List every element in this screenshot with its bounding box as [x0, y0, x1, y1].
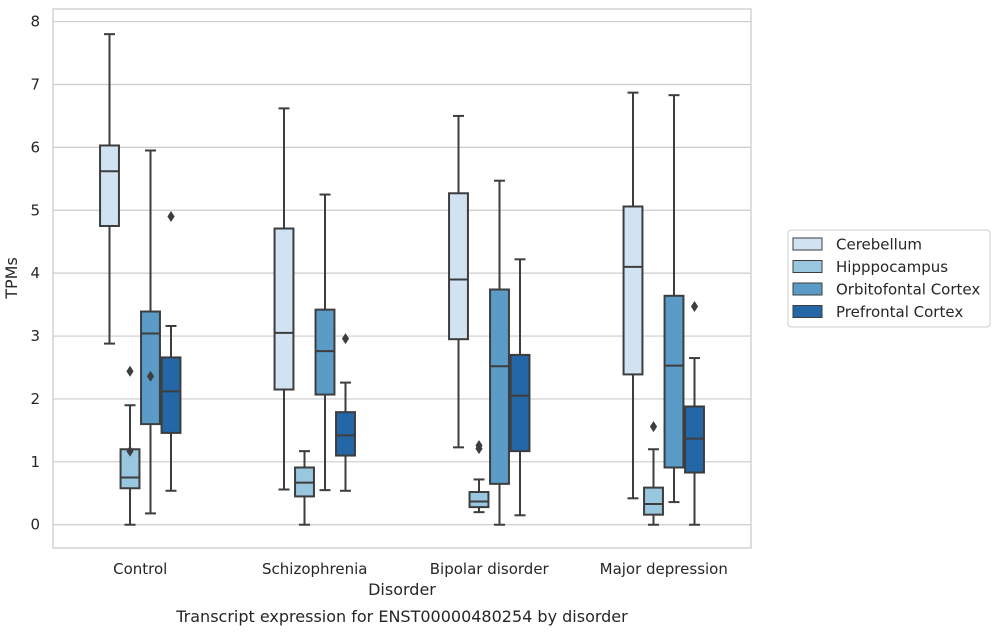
grid-lines — [53, 20, 751, 526]
y-tick-label: 3 — [30, 327, 40, 345]
x-axis-title: Disorder — [368, 580, 436, 599]
y-tick-label: 0 — [30, 516, 40, 534]
outlier-point — [341, 333, 350, 345]
y-tick-label: 8 — [30, 13, 40, 31]
y-tick-label: 5 — [30, 201, 40, 219]
x-axis-ticks: Control Schizophrenia Bipolar disorder Majo… — [113, 560, 728, 578]
y-tick-label: 6 — [30, 138, 40, 156]
legend-swatch — [792, 260, 823, 273]
x-tick-label: Major depression — [600, 560, 728, 578]
legend-swatch — [792, 282, 823, 296]
legend-swatch — [792, 237, 823, 251]
chart-caption: Transcript expression for ENST0000048025… — [175, 607, 628, 626]
box-3-0 — [160, 211, 182, 492]
outlier-point — [167, 211, 175, 223]
y-tick-label: 4 — [30, 264, 40, 282]
y-axis-title: TPMs — [2, 257, 21, 300]
box-iqr — [622, 205, 644, 376]
box-1-1 — [294, 450, 315, 526]
legend-frame — [787, 229, 991, 328]
box-iqr — [489, 288, 510, 485]
x-tick-label: Control — [113, 560, 167, 578]
box-3-2 — [509, 258, 531, 517]
legend-label: Cerebellum — [836, 236, 922, 254]
x-tick-label: Schizophrenia — [262, 560, 367, 578]
outlier-point — [475, 439, 483, 451]
box-2-2 — [489, 179, 510, 526]
outlier-point — [126, 365, 134, 377]
box-0-1 — [273, 107, 295, 491]
y-axis-ticks: 0 1 2 3 4 5 6 7 8 — [30, 13, 40, 534]
box-iqr — [468, 491, 490, 509]
legend: Cerebellum Hipppocampus Orbitofontal Corte… — [787, 229, 991, 328]
legend-label: Hipppocampus — [836, 258, 948, 276]
box-iqr — [273, 227, 295, 391]
box-0-2 — [448, 114, 469, 449]
legend-label: Prefrontal Cortex — [836, 303, 963, 321]
box-iqr — [335, 411, 356, 457]
legend-swatch — [792, 305, 823, 318]
box-iqr — [663, 294, 685, 469]
box-1-2 — [468, 439, 490, 514]
box-1-3 — [643, 421, 664, 526]
y-tick-label: 2 — [30, 390, 40, 408]
box-2-3 — [663, 94, 685, 504]
box-iqr — [509, 353, 531, 453]
box-iqr — [643, 486, 664, 516]
y-tick-label: 7 — [30, 75, 40, 93]
box-0-3 — [622, 91, 644, 500]
box-2-1 — [314, 193, 336, 492]
box-0-0 — [99, 33, 120, 345]
box-plot-series — [99, 33, 705, 526]
outlier-point — [126, 445, 134, 457]
box-iqr — [99, 144, 120, 227]
x-tick-label: Bipolar disorder — [430, 560, 550, 578]
box-3-1 — [335, 333, 356, 492]
box-iqr — [160, 356, 182, 434]
plot-area-frame — [52, 8, 752, 549]
outlier-point — [690, 300, 699, 312]
y-tick-label: 1 — [30, 453, 40, 471]
box-1-0 — [119, 365, 141, 526]
outlier-point — [146, 370, 155, 382]
outlier-point — [649, 421, 658, 433]
box-iqr — [448, 192, 469, 341]
legend-label: Orbitofontal Cortex — [836, 281, 980, 299]
box-iqr — [140, 310, 161, 426]
box-2-0 — [140, 149, 161, 515]
box-3-3 — [684, 300, 705, 526]
